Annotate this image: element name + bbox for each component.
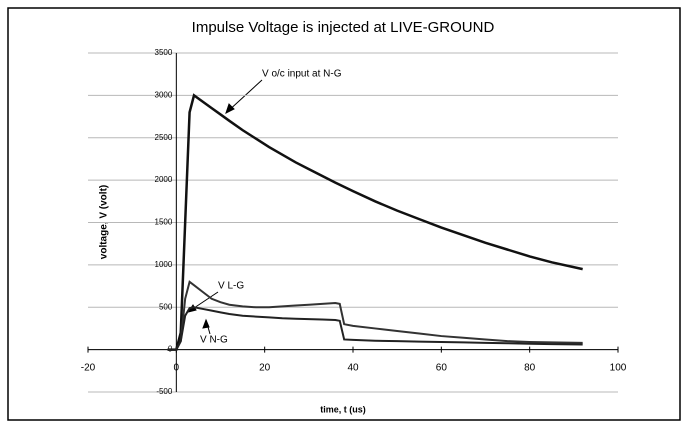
series-line <box>167 93 583 351</box>
annotation: V o/c input at N-G <box>262 69 342 80</box>
y-tick-label: 2000 <box>155 175 173 184</box>
x-tick-label: 0 <box>174 362 180 373</box>
y-tick-label: 2500 <box>155 133 173 142</box>
x-axis-label: time, t (us) <box>320 404 366 414</box>
series-line <box>167 306 583 351</box>
x-tick-label: 60 <box>436 362 448 373</box>
y-tick-label: 1000 <box>155 260 173 269</box>
chart-title: Impulse Voltage is injected at LIVE-GROU… <box>192 19 495 36</box>
chart-frame <box>7 7 681 421</box>
arrowhead <box>202 318 210 329</box>
y-tick-label: -500 <box>156 387 173 396</box>
x-tick-label: 20 <box>259 362 271 373</box>
annotation: V L-G <box>218 281 244 292</box>
annotation: V N-G <box>200 335 228 346</box>
y-tick-label: 1500 <box>155 218 173 227</box>
x-tick-label: 100 <box>610 362 627 373</box>
x-tick-label: 40 <box>347 362 359 373</box>
x-tick-label: -20 <box>81 362 96 373</box>
series-line <box>167 280 583 351</box>
x-tick-label: 80 <box>524 362 536 373</box>
y-tick-label: 3500 <box>155 48 173 57</box>
y-tick-label: 3000 <box>155 90 173 99</box>
arrowhead <box>225 103 235 114</box>
y-tick-label: 500 <box>159 302 173 311</box>
